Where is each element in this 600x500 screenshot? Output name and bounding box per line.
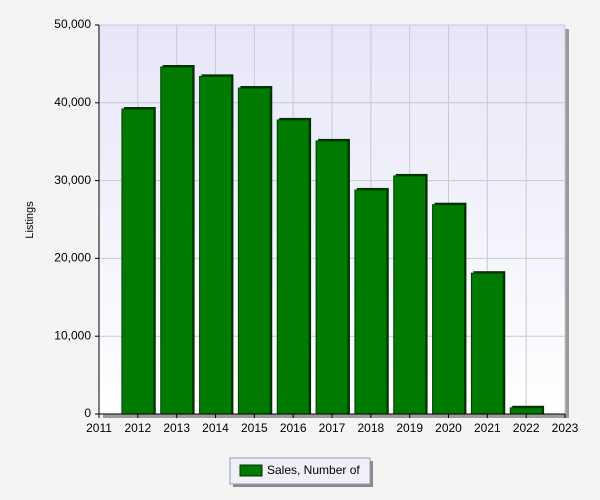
x-tick-label: 2015 bbox=[241, 421, 268, 435]
bar bbox=[237, 87, 271, 415]
bar bbox=[315, 140, 349, 415]
x-tick-label: 2021 bbox=[474, 421, 501, 435]
x-tick-label: 2014 bbox=[202, 421, 229, 435]
y-tick-label: 40,000 bbox=[54, 95, 91, 109]
y-axis-label: Listings bbox=[24, 201, 36, 239]
bar bbox=[470, 272, 504, 415]
plot-layer: 0 10,000 20,000 30,000 40,000 50,000 2011 2012 2… bbox=[54, 17, 578, 435]
x-tick-label: 2022 bbox=[513, 421, 540, 435]
legend-swatch bbox=[239, 464, 263, 477]
x-tick-label: 2020 bbox=[435, 421, 462, 435]
x-tick-label: 2013 bbox=[163, 421, 190, 435]
y-tick-label: 0 bbox=[84, 406, 91, 420]
y-tick-label: 30,000 bbox=[54, 173, 91, 187]
bar bbox=[509, 407, 543, 415]
bar bbox=[276, 119, 310, 415]
bar bbox=[199, 75, 232, 415]
y-tick-label: 10,000 bbox=[54, 328, 91, 342]
bar bbox=[354, 189, 388, 415]
bar bbox=[432, 204, 465, 415]
x-tick-label: 2019 bbox=[396, 421, 423, 435]
x-tick-label: 2012 bbox=[124, 421, 151, 435]
y-tick-label: 20,000 bbox=[54, 251, 91, 265]
x-tick-label: 2017 bbox=[319, 421, 346, 435]
x-tick-label: 2018 bbox=[357, 421, 384, 435]
bar bbox=[160, 66, 194, 415]
x-tick-label: 2016 bbox=[280, 421, 307, 435]
y-tick-label: 50,000 bbox=[54, 17, 91, 31]
bar bbox=[393, 175, 427, 415]
x-tick-label: 2023 bbox=[552, 421, 579, 435]
bar bbox=[121, 108, 155, 415]
x-tick-label: 2011 bbox=[86, 421, 112, 435]
legend-label: Sales, Number of bbox=[267, 463, 360, 477]
